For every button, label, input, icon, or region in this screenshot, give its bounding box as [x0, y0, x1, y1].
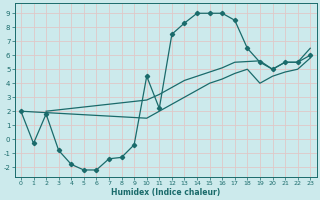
X-axis label: Humidex (Indice chaleur): Humidex (Indice chaleur) — [111, 188, 220, 197]
